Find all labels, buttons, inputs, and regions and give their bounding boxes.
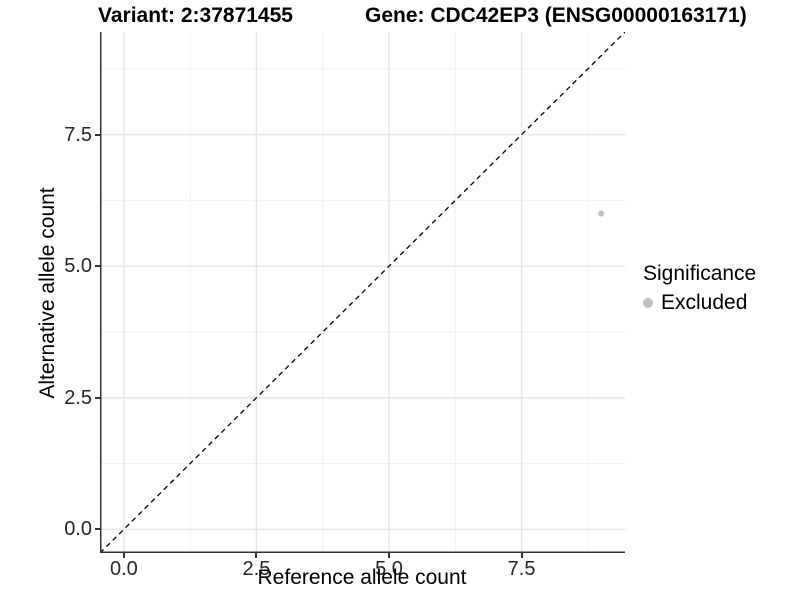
legend-item-label: Excluded <box>661 291 748 314</box>
plot-canvas <box>99 31 626 554</box>
y-tick-mark <box>95 396 100 399</box>
y-tick-mark <box>95 265 100 268</box>
identity-line <box>99 31 626 554</box>
x-tick-mark <box>520 553 523 558</box>
excluded-point-icon <box>643 298 653 308</box>
y-tick-label: 5.0 <box>64 255 92 278</box>
plot-title-gene: Gene: CDC42EP3 (ENSG00000163171) <box>365 4 747 27</box>
y-tick-label: 0.0 <box>64 518 92 541</box>
data-point <box>598 210 605 217</box>
y-tick-mark <box>95 528 100 531</box>
legend: Significance Excluded <box>643 262 756 315</box>
x-axis-title: Reference allele count <box>257 566 467 589</box>
x-tick-label: 5.0 <box>375 558 403 580</box>
x-tick-mark <box>388 553 390 558</box>
legend-item-excluded: Excluded <box>643 291 756 315</box>
plot-title-variant: Variant: 2:37871455 <box>98 4 293 27</box>
x-tick-label: 2.5 <box>242 558 271 580</box>
x-tick-label: 7.5 <box>507 558 536 580</box>
y-tick-label: 2.5 <box>64 386 92 409</box>
x-tick-mark <box>255 553 258 558</box>
y-tick-mark <box>95 133 100 136</box>
plot-panel <box>99 31 626 554</box>
y-axis-title: Alternative allele count <box>36 187 59 399</box>
legend-title: Significance <box>643 262 757 285</box>
y-tick-label: 7.5 <box>64 123 92 146</box>
x-tick-label: 0.0 <box>109 558 138 580</box>
x-tick-mark <box>122 553 125 558</box>
